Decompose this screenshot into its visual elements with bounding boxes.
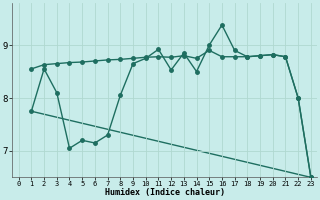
X-axis label: Humidex (Indice chaleur): Humidex (Indice chaleur) <box>105 188 225 197</box>
